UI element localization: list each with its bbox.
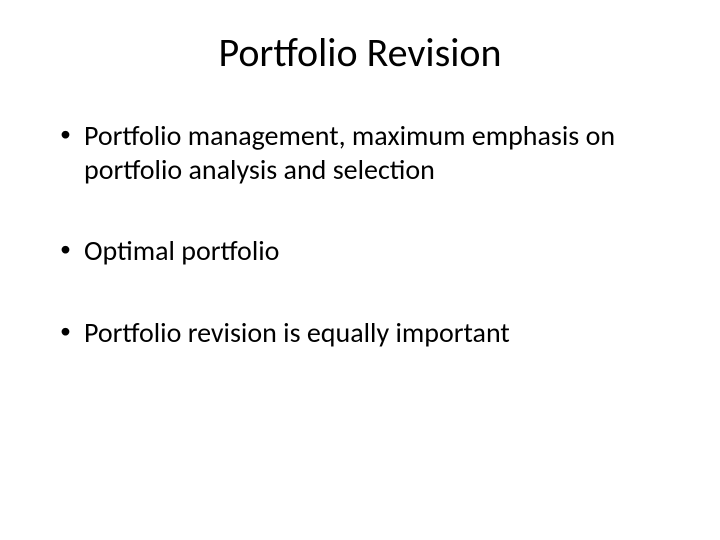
bullet-item: Portfolio revision is equally important xyxy=(56,316,670,350)
slide-container: Portfolio Revision Portfolio management,… xyxy=(0,0,720,540)
bullet-item: Optimal portfolio xyxy=(56,234,670,268)
slide-title: Portfolio Revision xyxy=(50,28,670,77)
bullet-item: Portfolio management, maximum emphasis o… xyxy=(56,119,670,186)
bullet-list: Portfolio management, maximum emphasis o… xyxy=(56,119,670,349)
